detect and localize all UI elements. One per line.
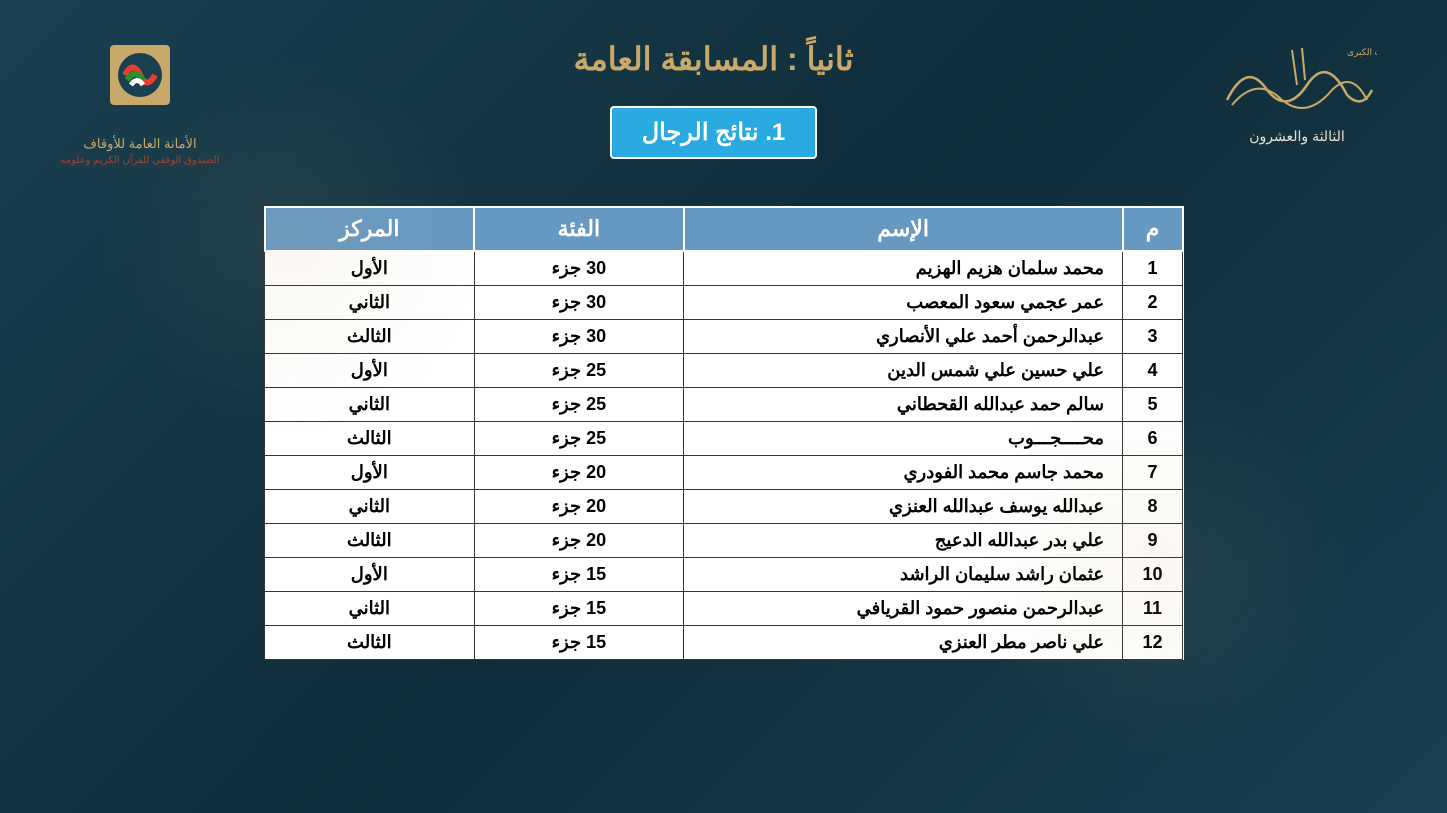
header: مسابقة الكويت الكبرى الثالثة والعشرون ثا… [0,0,1447,186]
svg-text:مسابقة الكويت الكبرى: مسابقة الكويت الكبرى [1347,47,1377,58]
awqaf-icon [85,40,195,130]
title-block: ثانياً : المسابقة العامة 1. نتائج الرجال [220,40,1207,159]
sub-title-badge: 1. نتائج الرجال [610,106,818,159]
calligraphy-icon: مسابقة الكويت الكبرى [1217,40,1377,120]
competition-logo: مسابقة الكويت الكبرى الثالثة والعشرون [1207,40,1387,145]
org-name: الأمانة العامة للأوقاف [60,136,220,153]
org-sub: الصندوق الوقفي للقرآن الكريم وعلومه [60,155,220,166]
awqaf-logo: الأمانة العامة للأوقاف الصندوق الوقفي لل… [60,40,220,166]
edition-label: الثالثة والعشرون [1207,128,1387,145]
main-title: ثانياً : المسابقة العامة [220,40,1207,78]
